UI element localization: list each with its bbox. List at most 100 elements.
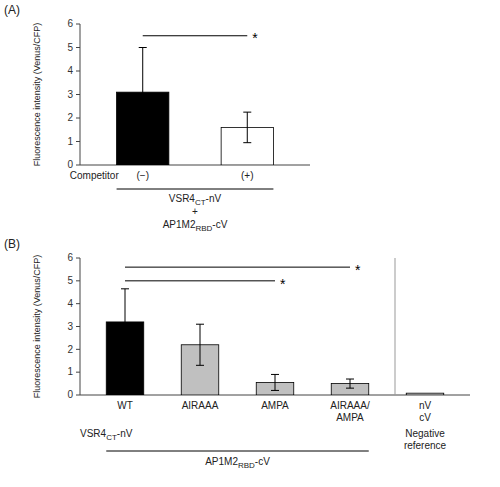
text-line: AMPA [261, 400, 289, 411]
y-tick [76, 280, 80, 281]
y-tick-label: 5 [67, 42, 73, 53]
annotation: Negativereference [404, 428, 447, 451]
error-bar [139, 48, 147, 137]
y-tick-label: 1 [67, 136, 73, 147]
y-tick-label: 0 [67, 159, 73, 170]
significance-label: * [355, 262, 361, 278]
y-tick-label: 2 [67, 112, 73, 123]
error-bar-stem [142, 48, 143, 137]
y-axis-line [80, 24, 81, 165]
significance-line [125, 280, 275, 281]
panel: (A)0123456Fluorescence intensity (Venus/… [4, 3, 310, 233]
text-part: -nV [206, 193, 222, 204]
annotation: AP1M2RBD-cV [205, 456, 270, 470]
y-axis-label: Fluorescence intensity (Venus/CFP) [32, 23, 42, 167]
y-tick [76, 349, 80, 350]
error-bar-stem [247, 112, 248, 143]
annotation: AP1M2RBD-cV [163, 219, 228, 233]
y-axis-line [80, 258, 81, 395]
x-tick-label: WT [117, 400, 133, 411]
panel-label: (A) [4, 3, 20, 17]
text-line: Negative [405, 428, 445, 439]
text-part: -cV [255, 456, 270, 467]
error-bar-cap [243, 112, 251, 113]
y-tick [76, 118, 80, 119]
x-tick-label: AIRAAA [182, 400, 219, 411]
y-tick [76, 326, 80, 327]
subscript: RBD [238, 461, 255, 470]
error-bar-cap [121, 355, 129, 356]
figure: (A) 0 1 2 3 4 5 6 Fluorescence intensity (Venus/… [0, 0, 500, 487]
annotation: Competitor [70, 170, 120, 181]
text-line: reference [404, 440, 447, 451]
error-bar [346, 379, 354, 388]
y-tick-label: 3 [67, 321, 73, 332]
text-line: + [192, 206, 198, 217]
y-tick [76, 395, 80, 396]
text-line: nV [419, 400, 432, 411]
text-line: Competitor [70, 170, 120, 181]
text-part: AP1M2 [163, 219, 196, 230]
y-tick-label: 4 [67, 298, 73, 309]
significance-label: * [280, 276, 286, 292]
group-underline [106, 451, 369, 452]
y-tick-label: 6 [67, 252, 73, 263]
annotation: VSR4CT-nV [80, 428, 133, 442]
y-tick-label: 2 [67, 344, 73, 355]
y-tick [76, 24, 80, 25]
error-bar-stem [125, 289, 126, 355]
y-tick-label: 1 [67, 366, 73, 377]
y-tick [76, 258, 80, 259]
error-bar-stem [200, 324, 201, 365]
annotation: + [192, 206, 198, 217]
separator [395, 258, 396, 395]
error-bar-stem [350, 379, 351, 388]
y-tick [76, 165, 80, 166]
subscript: RBD [195, 224, 212, 233]
error-bar [121, 289, 129, 355]
error-bar-cap [196, 324, 204, 325]
y-tick-label: 5 [67, 275, 73, 286]
error-bar [243, 112, 251, 143]
x-axis-line [80, 165, 310, 166]
text-part: AP1M2 [205, 456, 238, 467]
text-line: (+) [241, 170, 254, 181]
panel-label: (B) [4, 237, 20, 251]
error-bar-cap [139, 47, 147, 48]
y-tick [76, 141, 80, 142]
text-line: cV [419, 412, 431, 423]
x-tick-label: (+) [241, 170, 254, 181]
marks [106, 289, 444, 395]
error-bar [196, 324, 204, 365]
error-bar-cap [346, 388, 354, 389]
y-tick [76, 94, 80, 95]
x-tick-label: (−) [136, 170, 149, 181]
y-tick [76, 47, 80, 48]
x-tick-label: nVcV [419, 400, 432, 423]
significance-line [143, 35, 248, 36]
text-line: AIRAAA [182, 400, 219, 411]
error-bar-cap [121, 288, 129, 289]
y-tick [76, 71, 80, 72]
y-tick-label: 0 [67, 389, 73, 400]
error-bar-cap [196, 365, 204, 366]
error-bar-cap [271, 390, 279, 391]
text-part: -cV [212, 219, 227, 230]
error-bar-cap [346, 379, 354, 380]
y-tick [76, 303, 80, 304]
marks [117, 48, 274, 166]
text-line: (−) [136, 170, 149, 181]
error-bar [271, 374, 279, 390]
y-tick-label: 6 [67, 18, 73, 29]
text-line: WT [117, 400, 133, 411]
y-axis-label: Fluorescence intensity (Venus/CFP) [32, 255, 42, 399]
text-part: VSR4 [169, 193, 196, 204]
text-line: AMPA [336, 412, 364, 423]
x-tick-label: AIRAAA/AMPA [330, 400, 370, 423]
y-tick [76, 372, 80, 373]
error-bar-stem [275, 374, 276, 390]
significance-line [125, 267, 350, 268]
text-part: -nV [117, 428, 133, 439]
error-bar-cap [243, 142, 251, 143]
x-tick-label: AMPA [261, 400, 289, 411]
